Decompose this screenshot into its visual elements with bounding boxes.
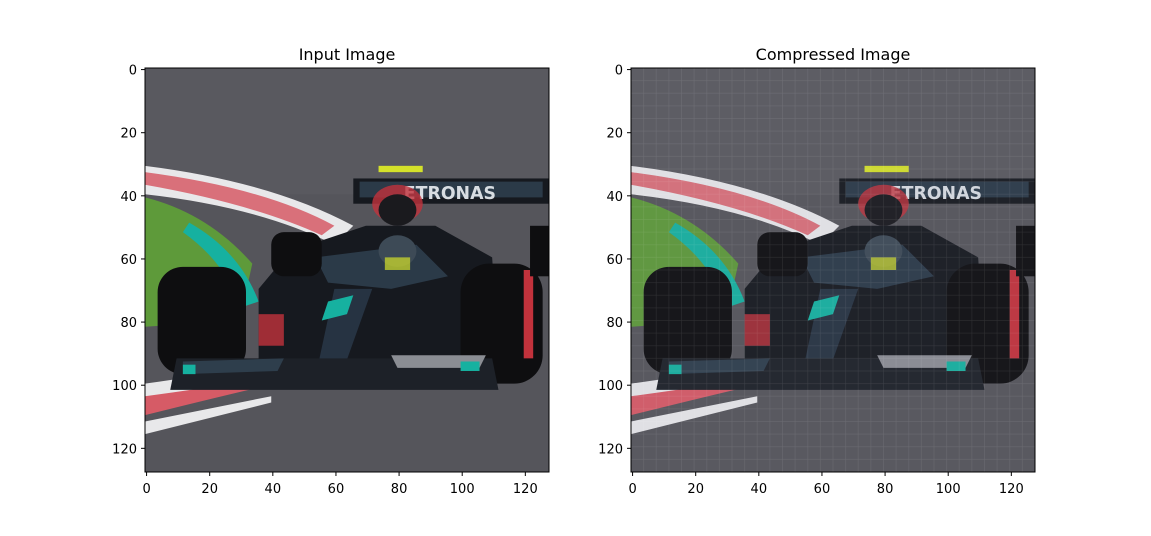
x-tick-label: 0 [628, 482, 636, 497]
x-tick-label: 120 [513, 482, 538, 497]
y-tick-label: 60 [120, 253, 137, 268]
axes-title: Compressed Image [756, 45, 911, 64]
axes-frame [630, 67, 1036, 473]
y-tick-label: 120 [112, 442, 137, 457]
y-tick-label: 20 [120, 127, 137, 142]
x-tick-label: 0 [142, 482, 150, 497]
y-tick-label: 60 [606, 253, 623, 268]
y-tick-label: 40 [606, 190, 623, 205]
y-tick-label: 20 [606, 127, 623, 142]
y-axis-ticks: 0 20 40 60 80 100 120 [598, 64, 631, 457]
f1-car-photo-icon [145, 68, 549, 472]
x-tick-label: 100 [936, 482, 961, 497]
x-tick-label: 40 [265, 482, 282, 497]
y-tick-label: 100 [112, 379, 137, 394]
x-tick-label: 60 [814, 482, 831, 497]
y-tick-label: 100 [598, 379, 623, 394]
x-tick-label: 80 [391, 482, 408, 497]
x-tick-label: 20 [201, 482, 218, 497]
x-tick-label: 120 [999, 482, 1024, 497]
axes-frame [144, 67, 550, 473]
x-tick-label: 60 [328, 482, 345, 497]
x-tick-label: 80 [877, 482, 894, 497]
y-tick-label: 80 [120, 316, 137, 331]
x-tick-label: 40 [751, 482, 768, 497]
x-tick-label: 20 [687, 482, 704, 497]
x-axis-ticks: 0 20 40 60 80 100 120 [628, 472, 1024, 497]
f1-car-photo-compressed-icon [631, 68, 1035, 472]
axes-compressed-image: Compressed Image 0 20 40 60 80 100 120 0 20 40 60… [598, 45, 1036, 497]
y-tick-label: 40 [120, 190, 137, 205]
y-tick-label: 80 [606, 316, 623, 331]
axes-title: Input Image [299, 45, 396, 64]
y-tick-label: 0 [129, 64, 137, 79]
y-axis-ticks: 0 20 40 60 80 100 120 [112, 64, 145, 457]
axes-input-image: Input Image 0 20 40 60 80 100 120 0 20 40 60 80 100… [112, 45, 550, 497]
x-tick-label: 100 [450, 482, 475, 497]
y-tick-label: 120 [598, 442, 623, 457]
x-axis-ticks: 0 20 40 60 80 100 120 [142, 472, 538, 497]
y-tick-label: 0 [615, 64, 623, 79]
